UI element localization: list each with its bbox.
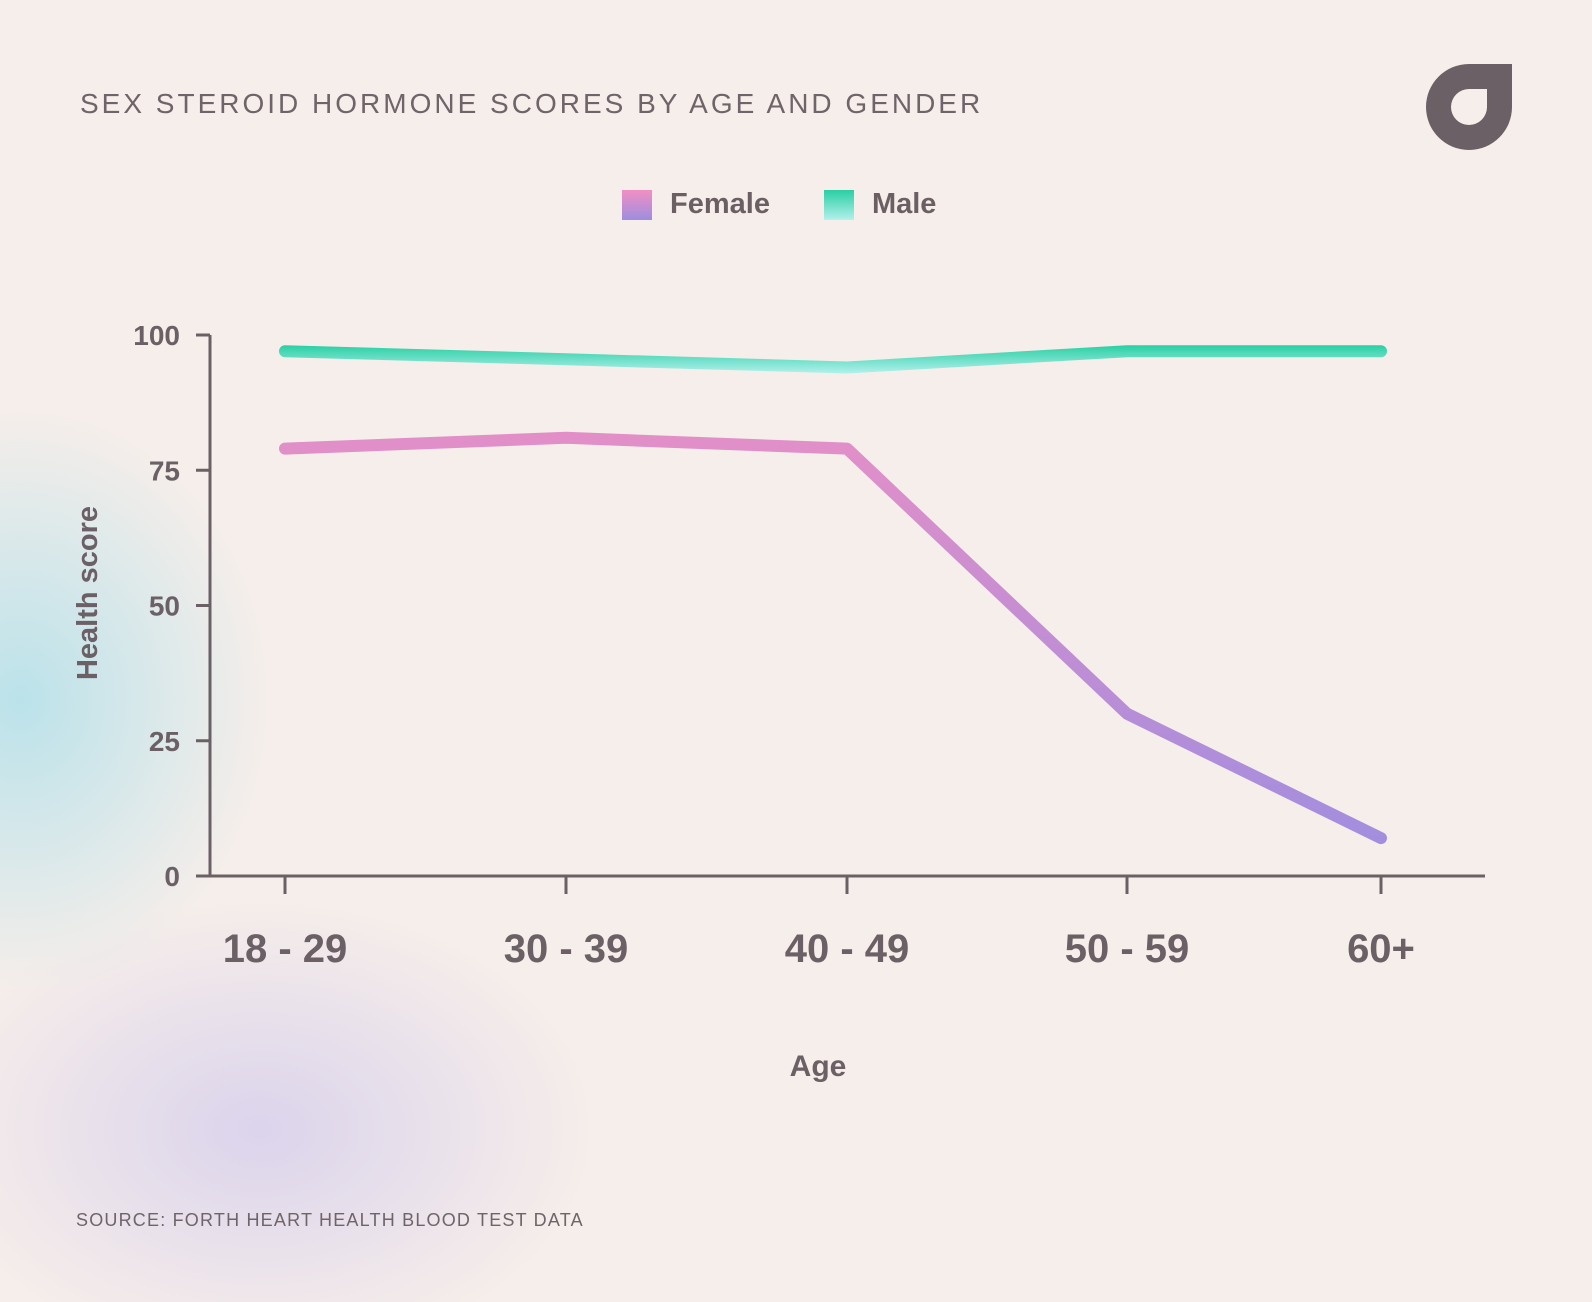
y-tick-label: 100: [133, 320, 180, 351]
legend-item-male: Male: [823, 188, 937, 221]
y-tick-label: 75: [149, 455, 180, 486]
y-tick-label: 50: [149, 591, 180, 622]
y-axis-title: Health score: [72, 506, 104, 680]
source-note: SOURCE: FORTH HEART HEALTH BLOOD TEST DA…: [76, 1210, 584, 1230]
x-tick-label: 60+: [1347, 927, 1415, 971]
x-tick-label: 40 - 49: [785, 927, 910, 971]
series-line-male: [279, 345, 1387, 374]
y-tick-label: 0: [164, 861, 180, 892]
legend-label-male: Male: [871, 188, 937, 220]
legend-swatch-male: [823, 189, 854, 220]
chart-title: SEX STEROID HORMONE SCORES BY AGE AND GE…: [80, 88, 984, 119]
legend-item-female: Female: [622, 188, 770, 221]
x-tick-label: 50 - 59: [1065, 927, 1190, 971]
legend-label-female: Female: [670, 188, 770, 220]
y-tick-label: 25: [149, 726, 180, 757]
chart-legend: Female Male: [622, 188, 990, 221]
series-line-female: [279, 431, 1387, 845]
forth-drop-logo-icon: [1426, 64, 1512, 150]
legend-swatch-female: [622, 189, 652, 220]
x-tick-label: 30 - 39: [504, 927, 629, 971]
x-tick-label: 18 - 29: [223, 927, 348, 971]
x-axis-title: Age: [790, 1050, 847, 1083]
